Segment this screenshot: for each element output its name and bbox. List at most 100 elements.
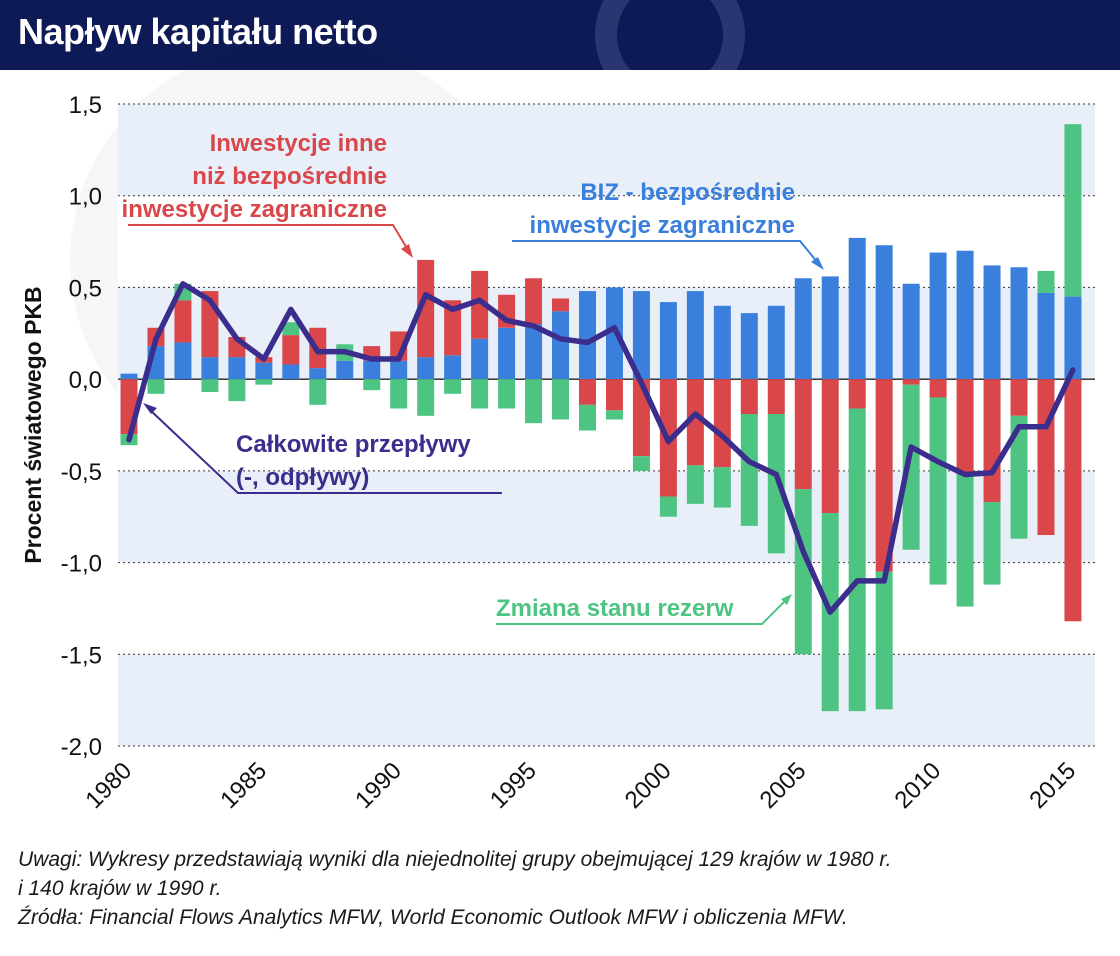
bar-reserves xyxy=(605,410,623,420)
bar-fdi xyxy=(659,302,677,380)
leader-other-investment xyxy=(128,224,409,251)
bar-fdi xyxy=(1037,292,1055,380)
annotation-total-flows: (-, odpływy) xyxy=(236,464,369,491)
bar-fdi xyxy=(255,362,273,380)
annotation-total-flows: Całkowite przepływy xyxy=(236,431,471,458)
arrowhead-other-investment xyxy=(401,244,413,258)
arrowhead-total-flows xyxy=(143,403,157,414)
bar-reserves xyxy=(929,397,947,585)
bar-fdi xyxy=(363,360,381,380)
y-tick-label: 0,0 xyxy=(69,367,102,394)
bar-reserves xyxy=(309,379,327,405)
bar-other-investment xyxy=(282,335,300,365)
bar-reserves xyxy=(444,379,462,394)
bar-fdi xyxy=(956,250,974,380)
bar-fdi xyxy=(929,252,947,380)
bar-fdi xyxy=(767,305,785,380)
bar-other-investment xyxy=(174,300,192,343)
bar-other-investment xyxy=(848,379,866,409)
bar-reserves xyxy=(740,413,758,526)
bar-reserves xyxy=(552,379,570,420)
notes-line-1: Uwagi: Wykresy przedstawiają wyniki dla … xyxy=(18,848,892,871)
plot-band xyxy=(118,104,1095,196)
bar-reserves xyxy=(417,379,435,416)
bar-fdi xyxy=(390,360,408,380)
bar-other-investment xyxy=(713,379,731,468)
bar-reserves xyxy=(983,502,1001,585)
bar-other-investment xyxy=(552,298,570,312)
bar-reserves xyxy=(201,379,219,392)
arrowhead-reserves xyxy=(781,594,792,605)
bar-fdi xyxy=(983,265,1001,380)
bar-fdi xyxy=(875,245,893,380)
bar-fdi xyxy=(309,368,327,380)
bar-reserves xyxy=(956,474,974,607)
bar-fdi xyxy=(578,291,596,380)
y-tick-label: -0,5 xyxy=(61,459,102,486)
bar-reserves xyxy=(659,496,677,517)
y-tick-label: -2,0 xyxy=(61,734,102,761)
bar-fdi xyxy=(1064,296,1082,380)
bar-reserves xyxy=(363,379,381,391)
header-bar: Napływ kapitału netto xyxy=(0,0,1120,70)
arrowhead-fdi xyxy=(811,257,824,270)
bar-fdi xyxy=(201,357,219,380)
x-tick-label: 1980 xyxy=(80,757,137,814)
bar-fdi xyxy=(632,291,650,380)
bar-reserves xyxy=(794,489,812,655)
bar-fdi xyxy=(848,237,866,380)
bar-reserves xyxy=(902,384,920,550)
annotation-other-investment: inwestycje zagraniczne xyxy=(122,196,387,223)
bar-other-investment xyxy=(821,379,839,514)
bar-reserves xyxy=(848,408,866,712)
notes-line-2: i 140 krajów w 1990 r. xyxy=(18,877,222,900)
annotation-fdi: inwestycje zagraniczne xyxy=(530,212,795,239)
bar-fdi xyxy=(821,276,839,380)
bar-other-investment xyxy=(875,379,893,572)
bar-other-investment xyxy=(605,379,623,411)
x-tick-label: 1995 xyxy=(485,757,542,814)
header-logo-ring xyxy=(595,0,745,70)
bar-other-investment xyxy=(578,379,596,405)
bar-fdi xyxy=(740,313,758,380)
bar-fdi xyxy=(686,291,704,380)
x-tick-label: 2010 xyxy=(889,757,946,814)
bar-other-investment xyxy=(686,379,704,466)
bar-reserves xyxy=(1064,124,1082,297)
bar-reserves xyxy=(255,379,273,385)
bar-other-investment xyxy=(929,379,947,398)
bar-fdi xyxy=(471,338,489,380)
bar-reserves xyxy=(578,404,596,431)
y-axis-label: Procent światowego PKB xyxy=(20,286,46,563)
bar-other-investment xyxy=(444,300,462,356)
bar-other-investment xyxy=(417,259,435,358)
x-tick-label: 2015 xyxy=(1024,757,1081,814)
leader-reserves xyxy=(496,599,787,625)
x-tick-label: 2000 xyxy=(620,757,677,814)
annotation-fdi: BIZ - bezpośrednie xyxy=(580,179,795,206)
bar-fdi xyxy=(1010,267,1028,380)
x-tick-label: 1990 xyxy=(350,757,407,814)
y-tick-label: -1,0 xyxy=(61,551,102,578)
x-tick-label: 2005 xyxy=(755,757,812,814)
bar-reserves xyxy=(228,379,246,402)
bar-fdi xyxy=(336,360,354,380)
bar-other-investment xyxy=(767,379,785,414)
y-tick-label: -1,5 xyxy=(61,642,102,669)
bar-fdi xyxy=(713,305,731,380)
bar-fdi xyxy=(120,373,138,380)
bar-reserves xyxy=(498,379,516,409)
bar-other-investment xyxy=(956,379,974,475)
bar-other-investment xyxy=(983,379,1001,503)
line-total-flows xyxy=(126,281,1076,615)
annotation-other-investment: niż bezpośrednie xyxy=(192,163,387,190)
bar-fdi xyxy=(525,324,543,380)
bar-reserves xyxy=(713,467,731,508)
bar-reserves xyxy=(875,571,893,710)
chart-title: Napływ kapitału netto xyxy=(18,11,378,52)
bar-other-investment xyxy=(902,379,920,385)
x-tick-label: 1985 xyxy=(215,757,272,814)
notes-line-3: Źródła: Financial Flows Analytics MFW, W… xyxy=(18,906,848,929)
y-tick-label: 1,5 xyxy=(69,92,102,119)
y-tick-label: 0,5 xyxy=(69,275,102,302)
